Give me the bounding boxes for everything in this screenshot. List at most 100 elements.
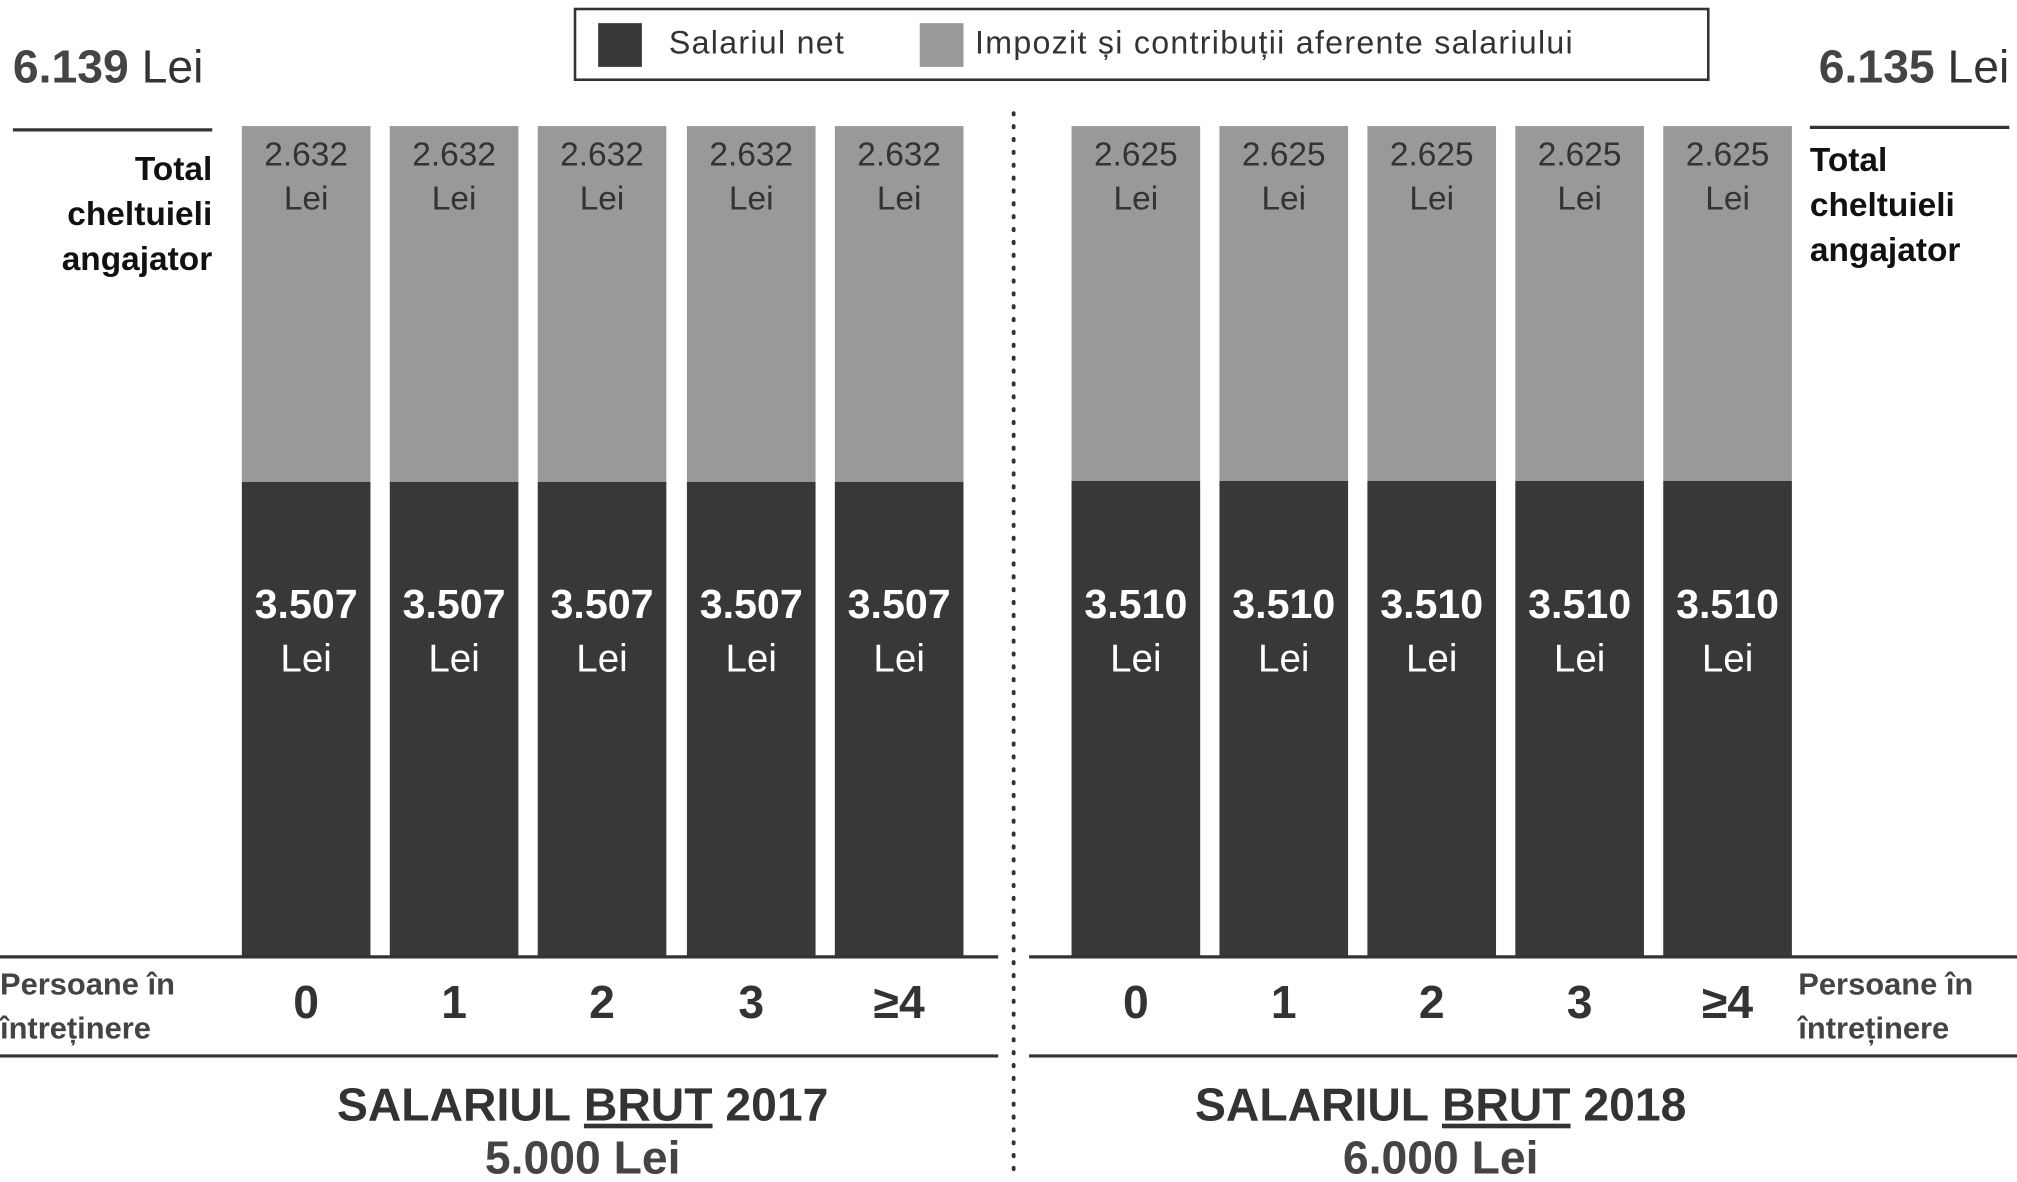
x-axis-label: întreținere (0, 1010, 151, 1045)
value-unit: Lei (1261, 180, 1306, 217)
x-tick-label: 3 (1567, 976, 1593, 1028)
value-unit: Lei (428, 637, 479, 680)
value-label: 3.510 (1676, 581, 1779, 627)
x-axis-label: Persoane în (1798, 967, 1973, 1002)
legend-box (573, 7, 1710, 82)
x-tick-label: 0 (1123, 976, 1149, 1028)
value-unit: Lei (1258, 637, 1309, 680)
total-caption: Total (1810, 142, 1887, 179)
bar-segment (1219, 481, 1349, 956)
total-caption: Total (135, 151, 212, 188)
total-label: 6.135 Lei (1819, 41, 2010, 93)
bar-segment (834, 481, 964, 956)
value-label: 2.632 (264, 137, 348, 174)
legend-swatch (919, 23, 964, 67)
chart-subtitle: 6.000 Lei (1343, 1132, 1539, 1182)
value-unit: Lei (1702, 637, 1753, 680)
bar-segment (1367, 481, 1497, 956)
value-label: 3.507 (848, 581, 951, 627)
value-label: 2.625 (1538, 137, 1622, 174)
title-part: BRUT (584, 1079, 713, 1131)
chart-title: SALARIUL BRUT 2017 (337, 1079, 828, 1131)
total-value: 6.139 (13, 41, 129, 93)
value-unit: Lei (1557, 180, 1602, 217)
value-label: 2.632 (412, 137, 496, 174)
total-caption: cheltuieli (1810, 187, 1955, 224)
value-unit: Lei (1554, 637, 1605, 680)
bar-segment (834, 126, 964, 482)
chart-subtitle: 5.000 Lei (485, 1132, 681, 1182)
title-part: SALARIUL (1195, 1079, 1429, 1131)
legend-label: Salariul net (669, 25, 845, 61)
value-label: 2.632 (857, 137, 941, 174)
total-caption: angajator (1810, 232, 1961, 269)
x-tick-label: 2 (589, 976, 615, 1028)
title-part: BRUT (1442, 1079, 1571, 1131)
value-label: 3.507 (255, 581, 358, 627)
value-label: 2.632 (709, 137, 793, 174)
total-caption: angajator (62, 241, 213, 278)
bar-segment (1663, 481, 1792, 956)
bar-segment (1071, 481, 1201, 956)
total-unit: Lei (142, 41, 204, 93)
value-label: 3.510 (1084, 581, 1187, 627)
bar-segment (537, 481, 667, 956)
bar-segment (537, 126, 667, 482)
value-unit: Lei (873, 637, 924, 680)
bar-segment (389, 481, 519, 956)
value-unit: Lei (576, 637, 627, 680)
legend-swatch (598, 23, 642, 67)
value-unit: Lei (580, 180, 625, 217)
x-tick-label: ≥4 (1702, 976, 1753, 1028)
value-unit: Lei (432, 180, 477, 217)
value-unit: Lei (1705, 180, 1750, 217)
x-tick-label: ≥4 (874, 976, 925, 1028)
bar-segment (1367, 126, 1497, 482)
bar-segment (1663, 126, 1792, 482)
bar-segment (1515, 481, 1644, 956)
value-unit: Lei (1409, 180, 1454, 217)
total-caption: cheltuieli (67, 196, 212, 233)
bar-segment (241, 481, 371, 956)
x-tick-label: 2 (1419, 976, 1445, 1028)
value-unit: Lei (1110, 637, 1161, 680)
value-unit: Lei (729, 180, 774, 217)
x-tick-label: 1 (441, 976, 467, 1028)
value-unit: Lei (877, 180, 922, 217)
title-part: 2018 (1583, 1079, 1686, 1131)
bar-segment (686, 126, 816, 482)
total-label: 6.139 Lei (13, 41, 204, 93)
value-label: 2.632 (560, 137, 644, 174)
bar-segment (389, 126, 519, 482)
value-label: 2.625 (1094, 137, 1178, 174)
value-label: 2.625 (1686, 137, 1770, 174)
title-part: 2017 (725, 1079, 828, 1131)
value-unit: Lei (280, 637, 331, 680)
value-label: 3.507 (403, 581, 506, 627)
bar-segment (686, 481, 816, 956)
value-unit: Lei (1114, 180, 1159, 217)
value-unit: Lei (1406, 637, 1457, 680)
x-axis-label: întreținere (1796, 1010, 1949, 1045)
value-label: 3.507 (551, 581, 654, 627)
chart-title: SALARIUL BRUT 2018 (1195, 1079, 1686, 1131)
total-unit: Lei (1947, 41, 2009, 93)
value-label: 3.510 (1528, 581, 1631, 627)
bar-segment (1515, 126, 1644, 482)
x-tick-label: 3 (738, 976, 764, 1028)
bar-segment (241, 126, 371, 482)
value-label: 3.510 (1380, 581, 1483, 627)
x-tick-label: 0 (293, 976, 319, 1028)
x-axis-label: Persoane în (0, 967, 175, 1002)
value-label: 3.510 (1232, 581, 1335, 627)
value-label: 3.507 (700, 581, 803, 627)
bar-segment (1219, 126, 1349, 482)
title-part: SALARIUL (337, 1079, 571, 1131)
legend-label: Impozit și contribuții aferente salariul… (975, 25, 1574, 61)
value-label: 2.625 (1390, 137, 1474, 174)
x-tick-label: 1 (1271, 976, 1297, 1028)
total-value: 6.135 (1819, 41, 1935, 93)
value-label: 2.625 (1242, 137, 1326, 174)
bar-segment (1071, 126, 1201, 482)
